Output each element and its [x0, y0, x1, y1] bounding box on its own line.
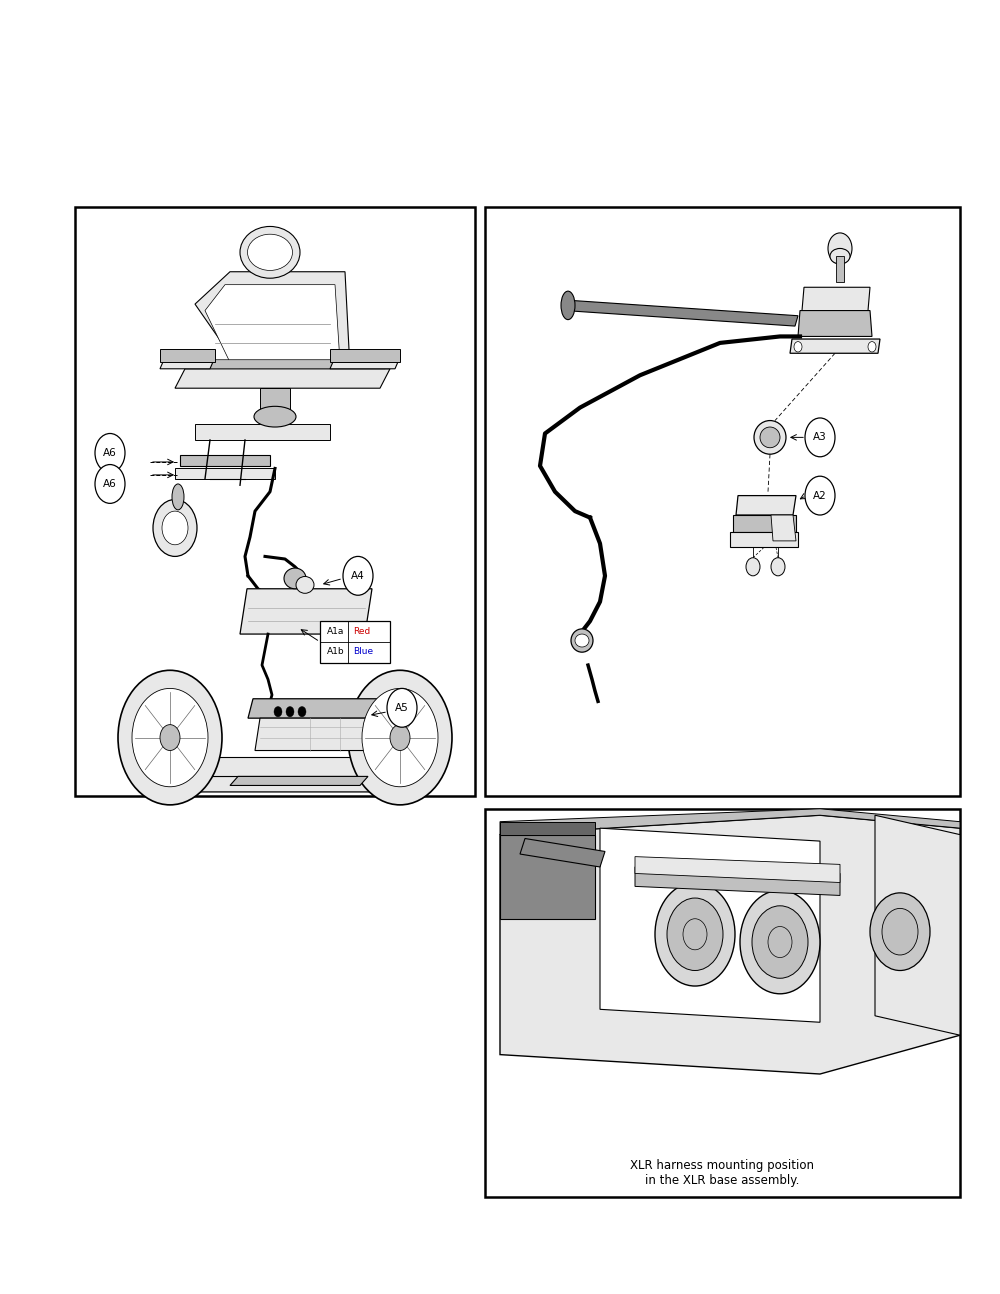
Text: A5: A5	[395, 703, 409, 713]
Ellipse shape	[571, 629, 593, 652]
Polygon shape	[500, 822, 595, 835]
Polygon shape	[175, 369, 390, 388]
Polygon shape	[875, 815, 960, 1035]
Text: Red: Red	[353, 628, 370, 637]
Polygon shape	[733, 515, 796, 532]
Polygon shape	[185, 360, 390, 369]
Circle shape	[95, 433, 125, 472]
Circle shape	[805, 476, 835, 515]
Ellipse shape	[760, 427, 780, 448]
Circle shape	[343, 556, 373, 595]
Circle shape	[162, 511, 188, 545]
Circle shape	[805, 418, 835, 457]
Polygon shape	[160, 357, 215, 369]
Circle shape	[118, 670, 222, 805]
Circle shape	[752, 906, 808, 978]
Bar	[485, 809, 960, 1197]
Polygon shape	[836, 256, 844, 282]
Polygon shape	[248, 699, 390, 718]
Circle shape	[794, 342, 802, 352]
Ellipse shape	[561, 291, 575, 320]
Polygon shape	[230, 776, 368, 785]
Text: A2: A2	[813, 490, 827, 501]
Polygon shape	[180, 455, 270, 466]
Polygon shape	[175, 776, 425, 792]
Polygon shape	[195, 424, 330, 440]
Polygon shape	[205, 285, 340, 362]
Polygon shape	[260, 388, 290, 414]
Text: A1a: A1a	[327, 628, 344, 637]
Circle shape	[348, 670, 452, 805]
Circle shape	[740, 890, 820, 994]
Circle shape	[286, 707, 294, 717]
Text: XLR harness mounting position
in the XLR base assembly.: XLR harness mounting position in the XLR…	[630, 1158, 814, 1187]
Polygon shape	[635, 867, 840, 895]
Polygon shape	[160, 349, 215, 362]
Circle shape	[882, 908, 918, 955]
Polygon shape	[255, 718, 390, 751]
Ellipse shape	[575, 634, 589, 647]
Text: A6: A6	[103, 479, 117, 489]
Polygon shape	[730, 532, 798, 547]
Circle shape	[771, 558, 785, 576]
Circle shape	[387, 688, 417, 727]
Polygon shape	[771, 515, 796, 541]
Polygon shape	[802, 287, 870, 311]
Ellipse shape	[284, 568, 306, 589]
Circle shape	[828, 233, 852, 264]
Polygon shape	[500, 809, 960, 835]
Ellipse shape	[754, 421, 786, 454]
Ellipse shape	[296, 577, 314, 593]
Circle shape	[298, 707, 306, 717]
Bar	[320, 621, 390, 663]
Polygon shape	[790, 339, 880, 353]
Text: A6: A6	[103, 448, 117, 458]
Circle shape	[655, 883, 735, 986]
Circle shape	[153, 499, 197, 556]
Polygon shape	[180, 757, 420, 776]
Polygon shape	[520, 839, 605, 867]
Text: A3: A3	[813, 432, 827, 443]
Circle shape	[870, 893, 930, 970]
Circle shape	[95, 465, 125, 503]
Circle shape	[132, 688, 208, 787]
Ellipse shape	[172, 484, 184, 510]
Ellipse shape	[248, 234, 292, 270]
Ellipse shape	[254, 406, 296, 427]
Circle shape	[160, 725, 180, 751]
Ellipse shape	[240, 226, 300, 278]
Bar	[75, 207, 475, 796]
Polygon shape	[330, 357, 400, 369]
Polygon shape	[798, 311, 872, 336]
Circle shape	[683, 919, 707, 950]
Polygon shape	[240, 589, 372, 634]
Text: A4: A4	[351, 571, 365, 581]
Polygon shape	[736, 496, 796, 515]
Ellipse shape	[830, 248, 850, 264]
Circle shape	[390, 725, 410, 751]
Circle shape	[667, 898, 723, 970]
Polygon shape	[175, 468, 275, 479]
Text: Blue: Blue	[353, 647, 373, 656]
Polygon shape	[195, 272, 350, 369]
Bar	[485, 207, 960, 796]
Text: A1b: A1b	[327, 647, 345, 656]
Circle shape	[768, 927, 792, 958]
Circle shape	[274, 707, 282, 717]
Polygon shape	[330, 349, 400, 362]
Polygon shape	[500, 835, 595, 919]
Circle shape	[868, 342, 876, 352]
Circle shape	[362, 688, 438, 787]
Polygon shape	[635, 857, 840, 883]
Polygon shape	[565, 300, 798, 326]
Polygon shape	[600, 828, 820, 1022]
Circle shape	[746, 558, 760, 576]
Polygon shape	[500, 815, 960, 1074]
